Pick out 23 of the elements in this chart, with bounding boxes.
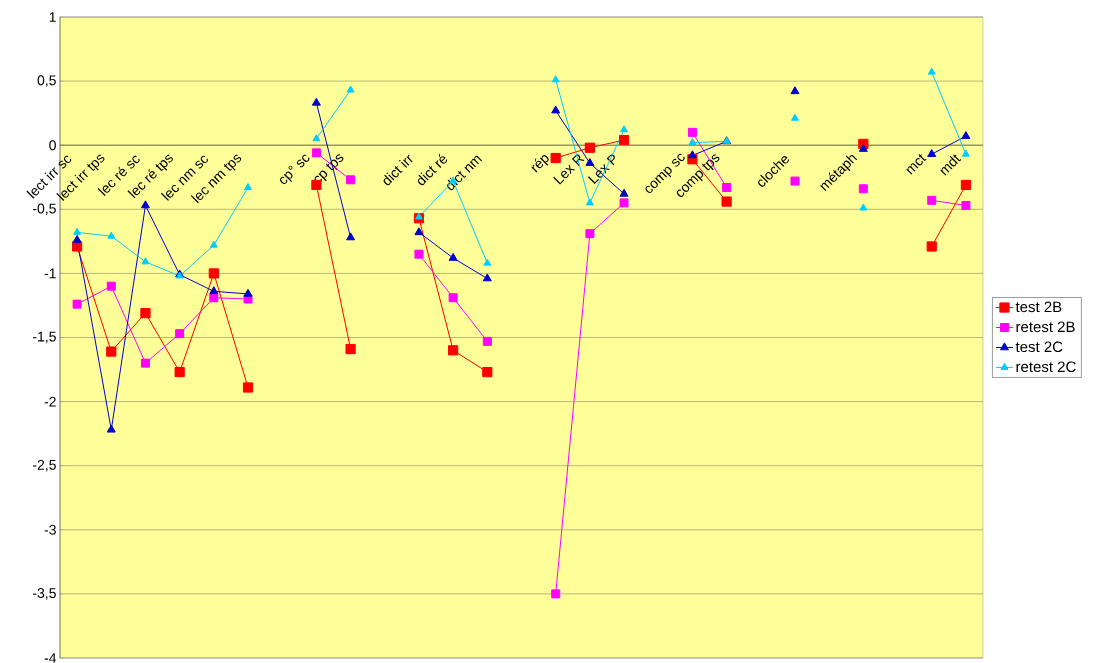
- legend-label: retest 2B: [1016, 321, 1075, 333]
- legend-label: retest 2C: [1016, 361, 1076, 373]
- y-tick-label: -1: [44, 268, 56, 279]
- x-tick-label: dict irr: [383, 154, 413, 186]
- x-tick-label: Lex R: [553, 154, 585, 185]
- y-tick-label: -3: [44, 524, 56, 535]
- y-tick-label: 0: [49, 140, 56, 151]
- x-tick-label: rép: [531, 154, 549, 173]
- x-tick-label: mdt: [940, 154, 962, 176]
- y-tick-label: -2: [44, 396, 56, 407]
- legend-label: test 2C: [1015, 341, 1063, 353]
- x-tick-label: Lex P: [587, 154, 615, 185]
- x-tick-label: mct: [906, 154, 927, 175]
- y-tick-label: -3,5: [32, 588, 56, 600]
- y-tick-label: -1,5: [32, 331, 56, 344]
- y-tick-label: -0,5: [32, 203, 56, 216]
- y-tick-label: 0,5: [37, 75, 56, 87]
- x-tick-label: dict ré: [417, 153, 448, 186]
- y-tick-label: 1: [49, 12, 56, 22]
- x-tick-label: cp° sc: [279, 154, 310, 185]
- y-tick-label: -2,5: [32, 459, 56, 472]
- legend-label: test 2B: [1015, 301, 1062, 313]
- y-tick-label: -4: [44, 653, 57, 663]
